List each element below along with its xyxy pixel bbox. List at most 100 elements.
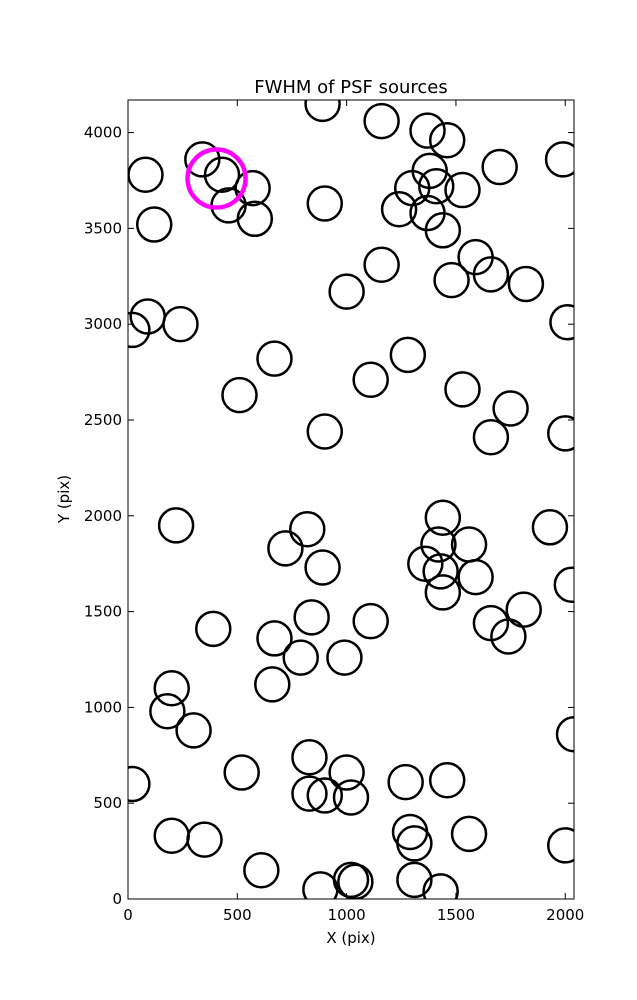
data-point xyxy=(203,156,241,193)
data-point xyxy=(363,246,400,284)
y-tick-label: 1500 xyxy=(84,603,122,621)
data-point xyxy=(547,827,574,864)
data-point xyxy=(234,169,271,207)
data-point xyxy=(547,415,574,452)
data-point xyxy=(306,413,344,450)
data-point xyxy=(428,121,466,159)
data-point xyxy=(492,390,529,427)
y-tick-label: 3000 xyxy=(84,315,122,333)
data-point xyxy=(418,167,455,205)
data-point xyxy=(149,692,186,730)
data-point xyxy=(236,200,274,238)
data-point xyxy=(128,156,164,193)
data-point xyxy=(505,591,542,628)
data-point xyxy=(282,639,319,676)
data-point xyxy=(184,141,221,178)
data-point xyxy=(352,361,389,398)
x-tick-label: 1000 xyxy=(328,906,366,924)
x-tick-label: 1500 xyxy=(437,906,475,924)
data-point xyxy=(243,852,280,889)
data-point xyxy=(195,610,232,648)
data-point xyxy=(380,190,418,228)
x-axis-label: X (pix) xyxy=(326,929,375,947)
x-tick-label: 0 xyxy=(123,906,133,924)
data-point xyxy=(186,821,223,858)
data-point xyxy=(396,861,433,899)
data-point xyxy=(256,340,293,377)
x-axis: 0 500 1000 1500 2000 xyxy=(123,100,584,924)
data-point xyxy=(306,777,344,814)
data-point xyxy=(153,817,190,855)
y-tick-label: 0 xyxy=(112,890,122,908)
data-point xyxy=(424,499,462,536)
data-point xyxy=(544,141,574,178)
x-tick-label: 2000 xyxy=(546,906,584,924)
data-point xyxy=(256,620,293,657)
data-point xyxy=(304,549,341,586)
data-point xyxy=(302,871,339,899)
data-point xyxy=(293,599,330,636)
y-tick-label: 1000 xyxy=(84,698,122,716)
data-point xyxy=(420,526,457,563)
data-point xyxy=(223,754,260,791)
data-point xyxy=(304,100,341,123)
data-point xyxy=(328,754,365,791)
data-point xyxy=(157,507,195,544)
data-point xyxy=(332,779,370,816)
data-point xyxy=(175,712,212,749)
highlighted-source xyxy=(185,147,248,210)
data-point xyxy=(328,273,365,310)
y-tick-label: 2000 xyxy=(84,507,122,525)
data-markers xyxy=(128,100,574,899)
data-point xyxy=(424,574,462,611)
chart-title: FWHM of PSF sources xyxy=(254,77,448,98)
data-point xyxy=(128,311,151,349)
data-point xyxy=(289,510,326,548)
data-point xyxy=(472,418,510,456)
data-point xyxy=(254,666,291,703)
data-point xyxy=(153,669,190,707)
data-point xyxy=(490,618,527,655)
data-point xyxy=(291,738,328,776)
data-point xyxy=(481,148,518,186)
data-point xyxy=(352,602,389,640)
highlight-layer xyxy=(185,147,248,210)
data-point xyxy=(457,558,494,596)
data-point xyxy=(267,530,304,567)
data-point xyxy=(326,639,363,676)
data-point xyxy=(424,212,462,249)
y-tick-label: 2500 xyxy=(84,411,122,429)
data-point xyxy=(387,763,424,801)
data-point xyxy=(128,765,151,803)
data-point xyxy=(129,298,166,335)
data-point xyxy=(221,376,258,414)
y-axis: 0 500 1000 1500 2000 2500 3000 3500 4000 xyxy=(84,124,574,908)
data-point xyxy=(450,526,488,563)
y-tick-label: 3500 xyxy=(84,219,122,237)
y-tick-label: 500 xyxy=(93,794,122,812)
data-point xyxy=(306,185,344,222)
data-point xyxy=(531,509,569,546)
y-tick-label: 4000 xyxy=(84,124,122,142)
data-point xyxy=(363,102,400,140)
data-point xyxy=(162,305,199,343)
data-point xyxy=(507,265,545,303)
x-tick-label: 500 xyxy=(223,906,252,924)
data-point xyxy=(450,815,488,853)
y-axis-label: Y (pix) xyxy=(55,475,73,524)
data-point xyxy=(553,566,574,604)
data-point xyxy=(422,873,459,899)
data-point xyxy=(291,775,328,812)
data-point xyxy=(135,206,173,243)
data-point xyxy=(433,261,470,299)
data-point xyxy=(389,336,427,374)
data-point xyxy=(472,256,510,293)
data-point xyxy=(444,171,481,209)
data-point xyxy=(549,304,574,341)
data-point xyxy=(396,825,433,862)
data-point xyxy=(428,761,466,799)
data-point xyxy=(555,715,574,753)
data-point xyxy=(444,371,481,408)
plot-frame xyxy=(127,99,575,900)
